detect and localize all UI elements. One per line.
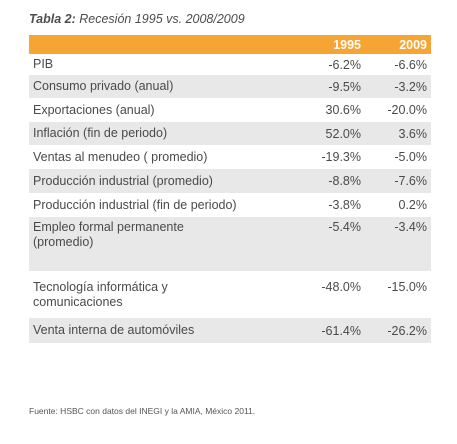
table-row: Producción industrial (fin de periodo) -…	[29, 193, 431, 217]
row-label: Producción industrial (promedio)	[33, 173, 213, 188]
row-label: Exportaciones (anual)	[33, 102, 155, 117]
row-label: Inflación (fin de periodo)	[33, 126, 168, 140]
row-value-1995: -61.4%	[321, 323, 361, 338]
row-value-2009: -26.2%	[387, 323, 427, 338]
caption-label: Tabla 2:	[29, 12, 76, 26]
recession-table: 1995 2009 PIB -6.2% -6.6% Consumo privad…	[29, 35, 431, 343]
row-value-1995: -5.4%	[328, 220, 361, 234]
row-value-2009: 0.2%	[398, 198, 428, 212]
table-row: Producción industrial (promedio) -8.8% -…	[29, 169, 431, 193]
row-value-1995: -48.0%	[321, 280, 361, 294]
row-value-2009: -7.6%	[394, 174, 427, 188]
row-value-1995: 52.0%	[325, 126, 361, 141]
row-value-1995: -9.5%	[328, 79, 361, 94]
table-row: Inflación (fin de periodo) 52.0% 3.6%	[29, 122, 431, 145]
table-caption: Tabla 2: Recesión 1995 vs. 2008/2009	[29, 12, 245, 26]
row-label: Producción industrial (fin de periodo)	[33, 197, 237, 212]
row-value-2009: -3.2%	[394, 79, 427, 94]
row-value-2009: -20.0%	[387, 103, 427, 117]
table-header: 1995 2009	[29, 35, 431, 54]
caption-text: Recesión 1995 vs. 2008/2009	[75, 12, 245, 26]
row-value-1995: -8.8%	[328, 174, 361, 188]
table-row: Tecnología informática y comunicaciones …	[29, 271, 431, 318]
row-value-1995: 30.6%	[325, 103, 361, 117]
table-row: Venta interna de automóviles -61.4% -26.…	[29, 318, 431, 343]
table-row: PIB -6.2% -6.6%	[29, 54, 431, 75]
row-value-1995: -6.2%	[328, 57, 361, 72]
row-label: Venta interna de automóviles	[33, 323, 195, 337]
table-row: Consumo privado (anual) -9.5% -3.2%	[29, 75, 431, 98]
row-value-2009: -6.6%	[394, 57, 427, 72]
row-value-2009: 3.6%	[398, 126, 428, 141]
source-note: Fuente: HSBC con datos del INEGI y la AM…	[29, 406, 256, 416]
row-value-1995: -3.8%	[328, 198, 361, 212]
row-label: Ventas al menudeo ( promedio)	[33, 149, 208, 164]
row-label: Tecnología informática y comunicaciones	[33, 280, 168, 309]
header-1995: 1995	[333, 37, 361, 52]
table-row: Ventas al menudeo ( promedio) -19.3% -5.…	[29, 145, 431, 169]
row-value-2009: -3.4%	[394, 220, 427, 234]
row-label: Consumo privado (anual)	[33, 79, 174, 93]
table-row: Exportaciones (anual) 30.6% -20.0%	[29, 98, 431, 122]
row-label: Empleo formal permanente (promedio)	[33, 220, 184, 249]
row-value-2009: -15.0%	[387, 280, 427, 294]
row-value-2009: -5.0%	[394, 150, 427, 164]
header-2009: 2009	[399, 37, 427, 52]
row-label: PIB	[33, 57, 54, 71]
table-row: Empleo formal permanente (promedio) -5.4…	[29, 217, 431, 271]
row-value-1995: -19.3%	[321, 150, 361, 164]
